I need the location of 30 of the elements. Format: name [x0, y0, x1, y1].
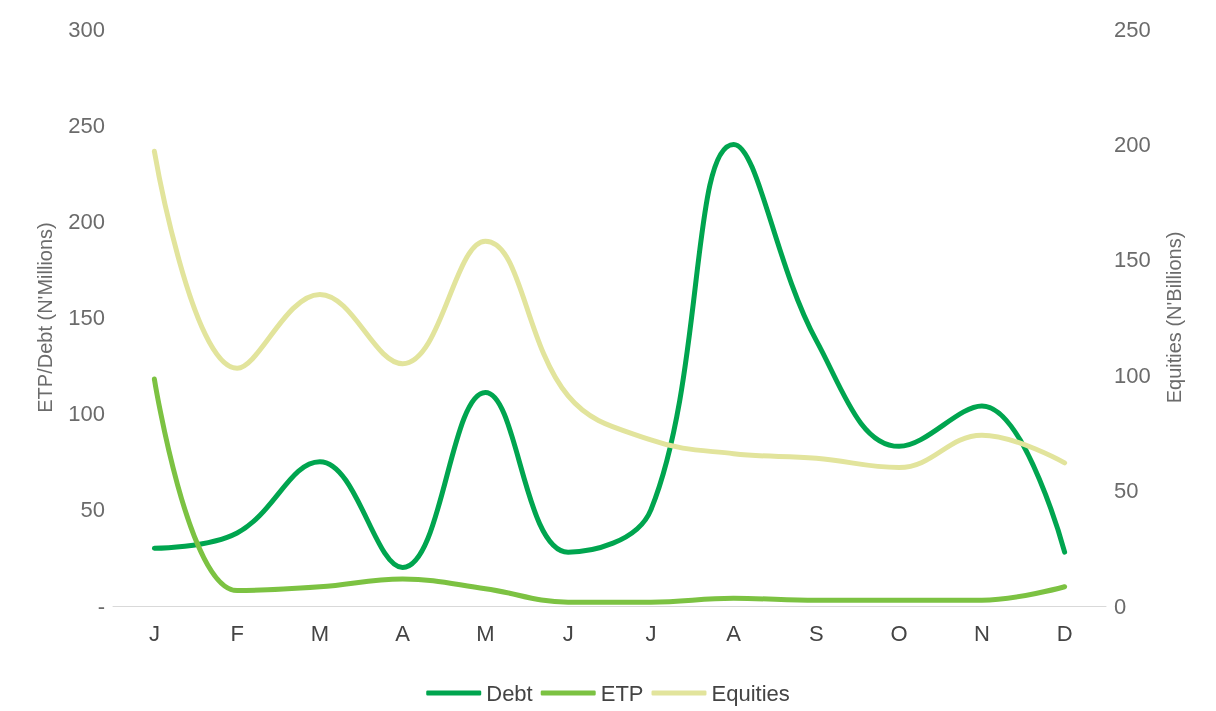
x-tick-label: A	[726, 620, 742, 646]
y2-tick-label: 0	[1114, 593, 1127, 619]
x-tick-label: N	[973, 620, 990, 646]
legend-label: Debt	[486, 680, 533, 706]
y-tick-label: 300	[68, 16, 105, 42]
legend-label: Equities	[711, 680, 790, 706]
x-tick-label: J	[645, 620, 657, 646]
x-tick-label: M	[310, 620, 330, 646]
y2-tick-label: 250	[1114, 16, 1151, 42]
x-tick-label: O	[890, 620, 908, 646]
y2-tick-label: 100	[1114, 362, 1151, 388]
legend-label: ETP	[600, 680, 644, 706]
y-tick-label: 150	[68, 305, 105, 330]
x-tick-label: M	[476, 620, 495, 646]
y-tick-label: 50	[80, 497, 105, 523]
x-tick-label: D	[1056, 620, 1073, 646]
x-tick-label: J	[148, 620, 160, 646]
x-tick-label: J	[562, 620, 574, 646]
y-tick-label: 100	[68, 401, 105, 427]
x-tick-label: A	[395, 620, 411, 646]
y2-axis-title: Equities (N'Billions)	[1163, 231, 1185, 404]
y-tick-label: -	[97, 593, 105, 619]
y-tick-label: 250	[68, 112, 105, 138]
y-tick-label: 200	[68, 208, 105, 234]
y2-tick-label: 200	[1114, 131, 1151, 157]
y2-tick-label: 50	[1114, 478, 1139, 504]
y-axis-title: ETP/Debt (N'Millions)	[34, 222, 56, 413]
y2-tick-label: 150	[1114, 247, 1151, 273]
x-tick-label: F	[230, 620, 244, 646]
x-tick-label: S	[809, 620, 824, 646]
